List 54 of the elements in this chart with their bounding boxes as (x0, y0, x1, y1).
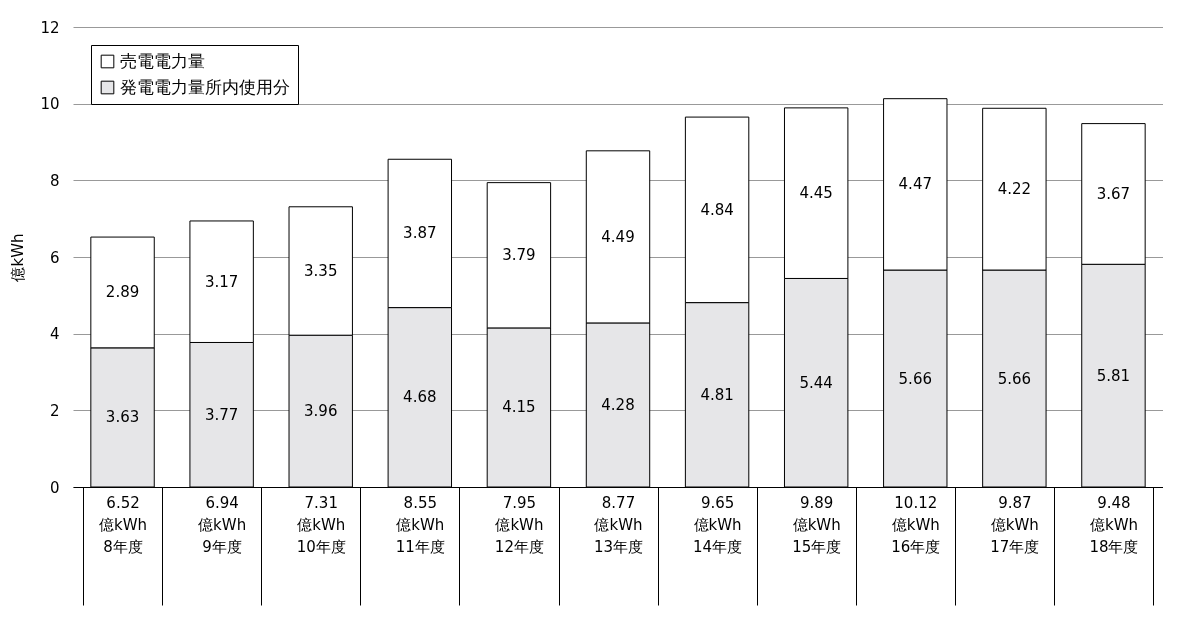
total-label: 6.52 億kWh (99, 493, 148, 534)
data-label: 4.45 (799, 184, 833, 203)
x-tick-label: 9年度 (202, 537, 242, 556)
x-tick-label: 13年度 (593, 537, 644, 556)
data-label: 3.35 (304, 261, 338, 280)
x-tick-label: 15年度 (792, 537, 842, 556)
x-tick-label: 14年度 (693, 537, 743, 556)
total-label: 9.87 億kWh (990, 493, 1039, 534)
data-label: 4.22 (997, 180, 1032, 199)
y-tick-label: 6 (49, 248, 60, 267)
x-tick-label: 16年度 (891, 537, 941, 556)
x-tick-label: 11年度 (395, 537, 445, 556)
data-label: 4.84 (700, 200, 734, 219)
x-tick-label: 10年度 (296, 537, 346, 556)
total-label: 9.65 億kWh (693, 493, 742, 534)
y-tick-label: 12 (40, 18, 60, 37)
legend-label: 発電電力量所内使用分 (120, 76, 290, 97)
data-label: 2.89 (105, 283, 140, 302)
data-label: 5.66 (997, 369, 1032, 388)
y-tick-label: 10 (40, 95, 60, 114)
data-label: 3.17 (204, 272, 239, 291)
data-label: 5.66 (898, 369, 932, 388)
data-label: 3.96 (304, 402, 338, 421)
data-label: 4.28 (601, 395, 635, 414)
data-label: 3.79 (502, 246, 536, 265)
legend-label: 売電電力量 (120, 50, 205, 71)
total-label: 10.12 億kWh (891, 493, 940, 534)
y-tick-label: 2 (49, 401, 60, 420)
data-label: 3.63 (105, 408, 140, 427)
data-label: 3.87 (403, 224, 437, 243)
data-label: 4.81 (700, 385, 734, 404)
data-label: 4.68 (403, 388, 437, 407)
data-label: 5.44 (799, 373, 833, 392)
x-tick-label: 12年度 (494, 537, 544, 556)
data-label: 5.81 (1096, 366, 1131, 385)
total-label: 7.31 億kWh (297, 493, 346, 534)
y-tick-label: 4 (49, 325, 60, 344)
data-label: 3.77 (204, 405, 239, 424)
x-tick-label: 18年度 (1089, 537, 1139, 556)
total-label: 9.48 億kWh (1089, 493, 1138, 534)
data-label: 4.15 (502, 398, 536, 417)
x-tick-label: 8年度 (103, 537, 143, 556)
total-label: 8.55 億kWh (396, 493, 445, 534)
total-label: 7.95 億kWh (495, 493, 544, 534)
data-label: 3.67 (1096, 184, 1131, 203)
total-label: 9.89 億kWh (792, 493, 841, 534)
y-tick-label: 8 (49, 171, 60, 190)
data-label: 4.49 (601, 227, 635, 246)
total-label: 6.94 億kWh (198, 493, 247, 534)
y-axis-title: 億kWh (9, 233, 28, 282)
x-tick-label: 17年度 (990, 537, 1040, 556)
total-label: 8.77 億kWh (594, 493, 643, 534)
data-label: 4.47 (898, 175, 932, 194)
y-tick-label: 0 (49, 478, 60, 497)
